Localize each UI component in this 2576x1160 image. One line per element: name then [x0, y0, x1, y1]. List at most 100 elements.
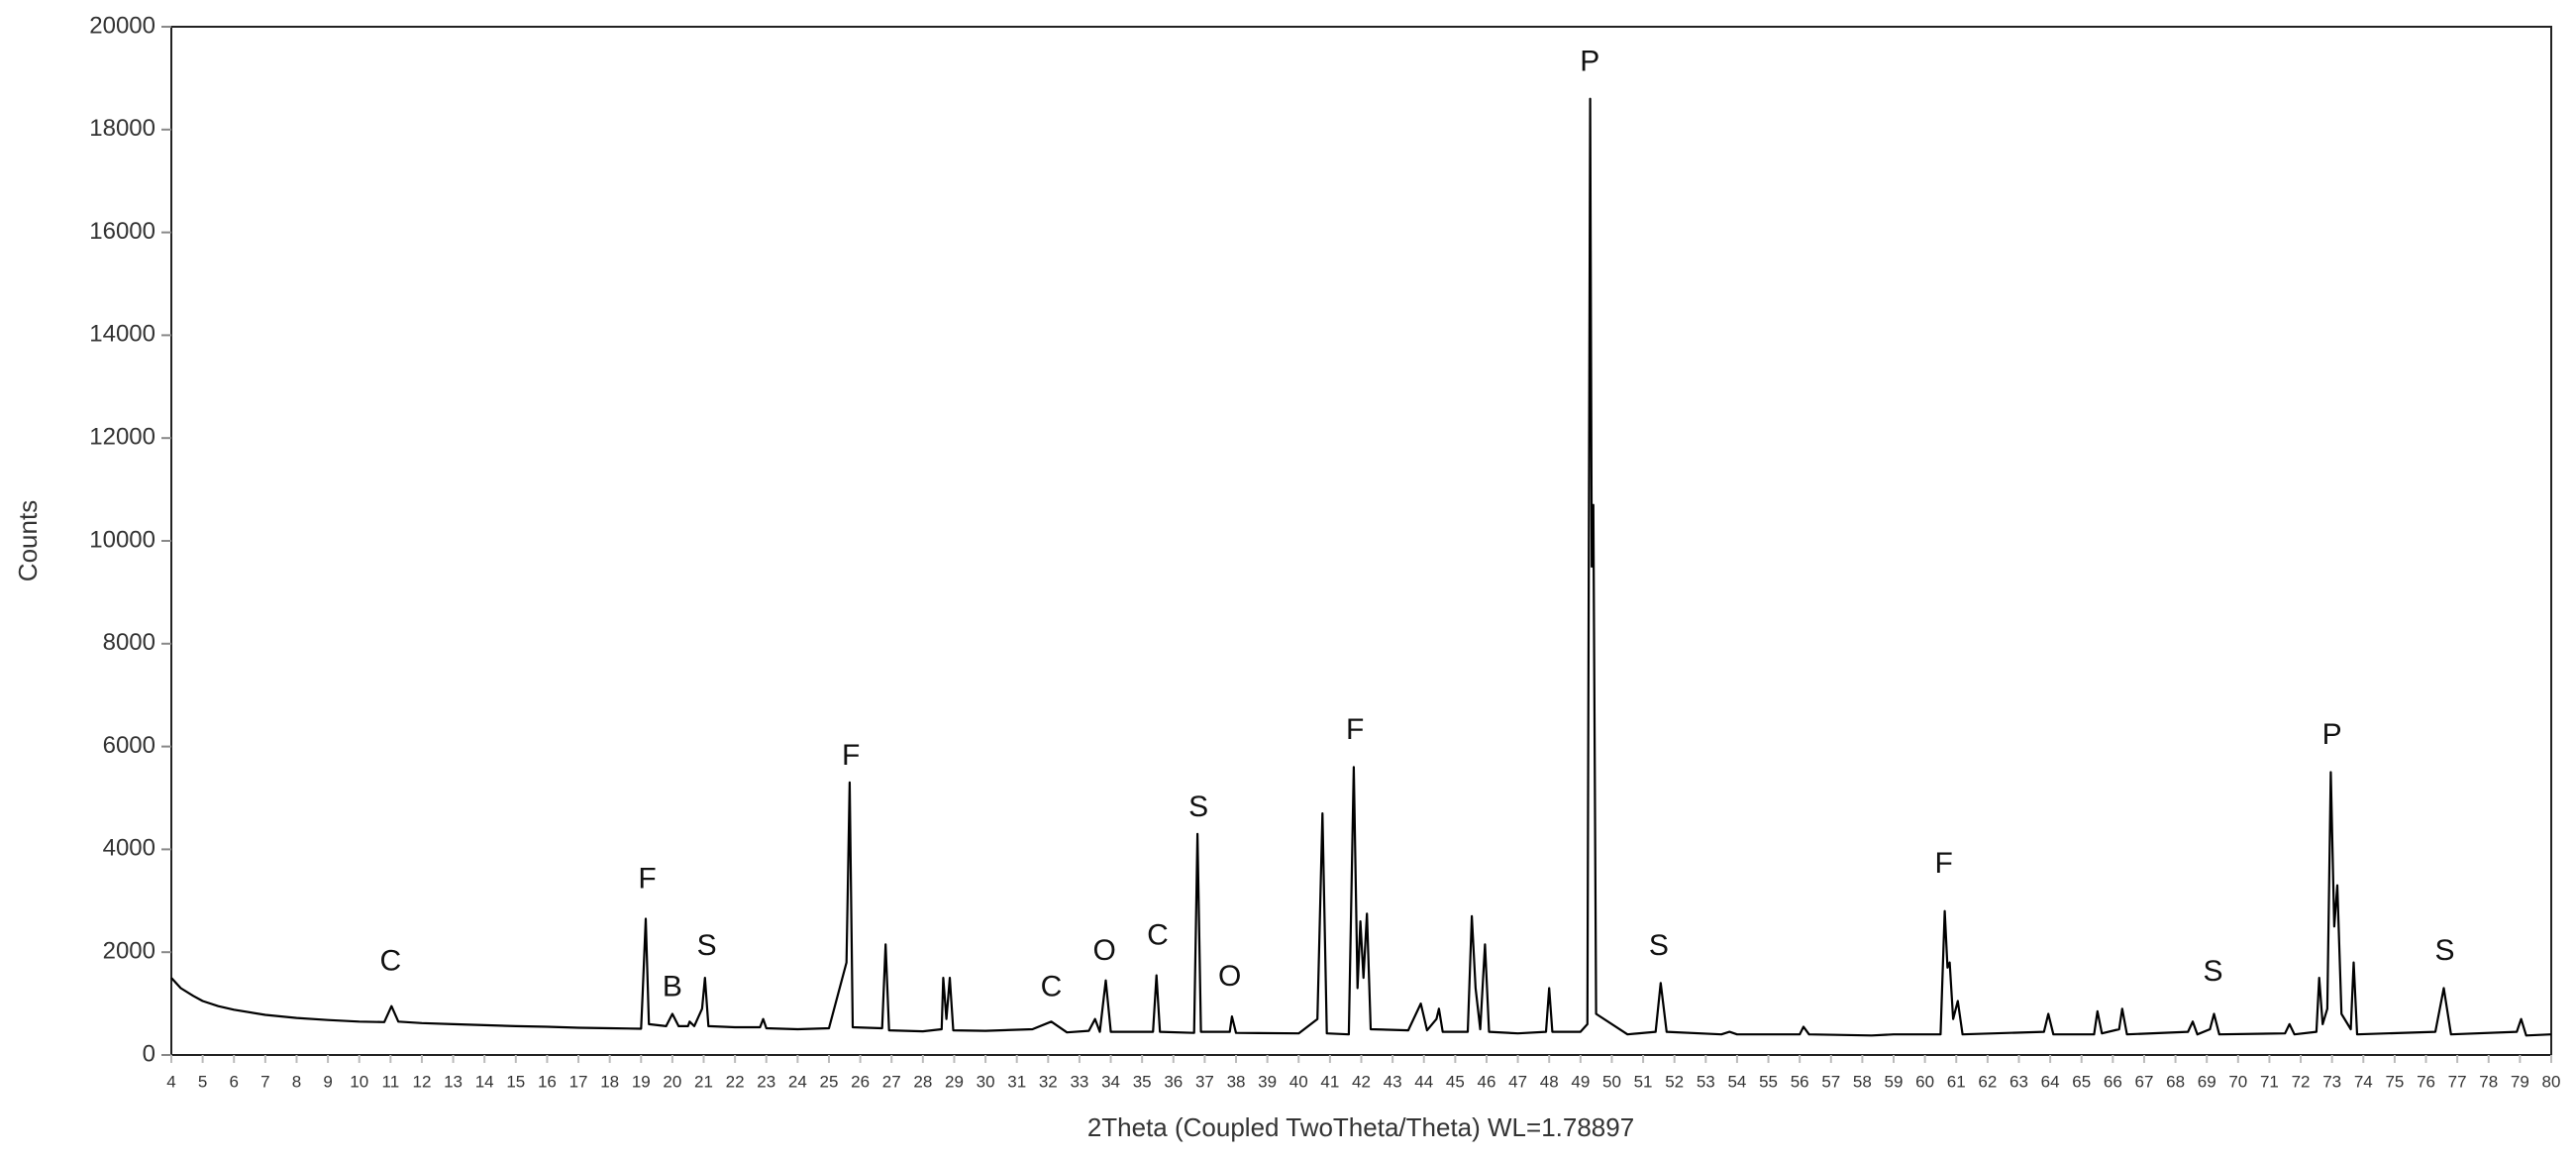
x-tick-label: 38	[1227, 1072, 1246, 1091]
x-tick-label: 28	[913, 1072, 932, 1091]
x-tick-label: 40	[1289, 1072, 1308, 1091]
peak-annotation: F	[1934, 847, 1952, 880]
x-tick-label: 49	[1571, 1072, 1590, 1091]
x-axis-label: 2Theta (Coupled TwoTheta/Theta) WL=1.788…	[1087, 1112, 1634, 1142]
y-tick-label: 16000	[89, 218, 155, 245]
x-tick-label: 41	[1320, 1072, 1339, 1091]
x-tick-label: 18	[600, 1072, 619, 1091]
x-tick-label: 67	[2134, 1072, 2153, 1091]
x-tick-label: 36	[1164, 1072, 1183, 1091]
x-tick-label: 43	[1384, 1072, 1402, 1091]
peak-annotation: P	[1580, 45, 1599, 77]
x-tick-label: 5	[198, 1072, 207, 1091]
peak-annotation: F	[842, 739, 860, 772]
x-tick-label: 24	[788, 1072, 807, 1091]
x-tick-label: 30	[977, 1072, 995, 1091]
x-tick-label: 69	[2198, 1072, 2216, 1091]
y-tick-label: 2000	[103, 938, 155, 965]
x-tick-label: 64	[2041, 1072, 2060, 1091]
x-tick-label: 74	[2354, 1072, 2373, 1091]
x-tick-label: 71	[2260, 1072, 2279, 1091]
y-axis-label: Counts	[13, 500, 43, 581]
x-tick-label: 59	[1885, 1072, 1904, 1091]
x-tick-label: 12	[412, 1072, 431, 1091]
y-tick-label: 12000	[89, 424, 155, 451]
peak-annotation: C	[1147, 919, 1169, 952]
peak-annotation: F	[1346, 713, 1364, 746]
x-tick-label: 35	[1133, 1072, 1152, 1091]
x-tick-label: 37	[1195, 1072, 1214, 1091]
x-tick-label: 22	[726, 1072, 745, 1091]
peak-annotation: B	[663, 970, 682, 1002]
plot-frame	[170, 26, 2552, 1056]
x-tick-label: 57	[1821, 1072, 1840, 1091]
x-tick-label: 65	[2072, 1072, 2091, 1091]
x-tick-label: 78	[2479, 1072, 2498, 1091]
x-tick-label: 52	[1665, 1072, 1684, 1091]
peak-annotation: P	[2322, 718, 2342, 751]
x-tick-label: 8	[292, 1072, 301, 1091]
x-tick-label: 7	[260, 1072, 269, 1091]
x-tick-label: 45	[1446, 1072, 1465, 1091]
x-tick-label: 10	[350, 1072, 368, 1091]
peak-annotation: O	[1093, 934, 1116, 967]
x-tick-label: 32	[1039, 1072, 1058, 1091]
x-tick-label: 26	[851, 1072, 870, 1091]
x-tick-label: 15	[506, 1072, 525, 1091]
x-tick-label: 13	[444, 1072, 463, 1091]
x-tick-label: 27	[882, 1072, 901, 1091]
x-tick-label: 77	[2448, 1072, 2467, 1091]
x-tick-label: 75	[2385, 1072, 2404, 1091]
y-tick-label: 18000	[89, 115, 155, 142]
x-tick-label: 51	[1634, 1072, 1653, 1091]
x-tick-label: 11	[382, 1072, 400, 1091]
peak-annotation: S	[2204, 955, 2223, 988]
x-tick-label: 20	[663, 1072, 681, 1091]
x-tick-label: 61	[1947, 1072, 1966, 1091]
x-tick-label: 62	[1978, 1072, 1997, 1091]
x-tick-label: 31	[1007, 1072, 1026, 1091]
x-tick-label: 25	[820, 1072, 839, 1091]
x-tick-label: 79	[2511, 1072, 2529, 1091]
x-tick-label: 46	[1478, 1072, 1496, 1091]
y-tick-label: 20000	[89, 12, 155, 39]
x-tick-label: 70	[2228, 1072, 2247, 1091]
x-tick-label: 76	[2417, 1072, 2435, 1091]
x-tick-label: 73	[2322, 1072, 2341, 1091]
x-tick-label: 34	[1101, 1072, 1120, 1091]
x-tick-label: 55	[1759, 1072, 1778, 1091]
x-tick-label: 19	[632, 1072, 651, 1091]
x-tick-label: 21	[694, 1072, 713, 1091]
y-tick-label: 4000	[103, 835, 155, 862]
x-tick-label: 44	[1414, 1072, 1433, 1091]
x-tick-label: 42	[1352, 1072, 1371, 1091]
peak-annotation: O	[1218, 960, 1241, 993]
peak-annotation: C	[379, 945, 401, 978]
x-tick-label: 47	[1508, 1072, 1527, 1091]
x-tick-label: 6	[230, 1072, 239, 1091]
x-tick-label: 60	[1915, 1072, 1934, 1091]
x-tick-label: 53	[1697, 1072, 1715, 1091]
x-tick-label: 63	[2009, 1072, 2028, 1091]
x-tick-label: 9	[323, 1072, 332, 1091]
x-tick-label: 14	[475, 1072, 494, 1091]
peak-annotation: S	[2434, 934, 2454, 967]
x-tick-label: 66	[2104, 1072, 2122, 1091]
y-tick-label: 6000	[103, 732, 155, 759]
y-tick-label: 0	[143, 1040, 155, 1067]
x-tick-label: 72	[2292, 1072, 2311, 1091]
y-tick-label: 14000	[89, 321, 155, 348]
data-line	[170, 97, 2552, 1037]
peak-annotation: S	[697, 929, 717, 962]
x-tick-label: 68	[2166, 1072, 2185, 1091]
x-tick-label: 29	[945, 1072, 964, 1091]
peak-annotation: F	[638, 862, 656, 895]
x-tick-label: 16	[538, 1072, 557, 1091]
y-tick-label: 8000	[103, 629, 155, 656]
x-tick-label: 80	[2542, 1072, 2561, 1091]
x-tick-label: 23	[757, 1072, 775, 1091]
y-tick-label: 10000	[89, 526, 155, 553]
x-tick-label: 33	[1070, 1072, 1088, 1091]
x-tick-label: 50	[1602, 1072, 1621, 1091]
x-tick-label: 56	[1791, 1072, 1809, 1091]
